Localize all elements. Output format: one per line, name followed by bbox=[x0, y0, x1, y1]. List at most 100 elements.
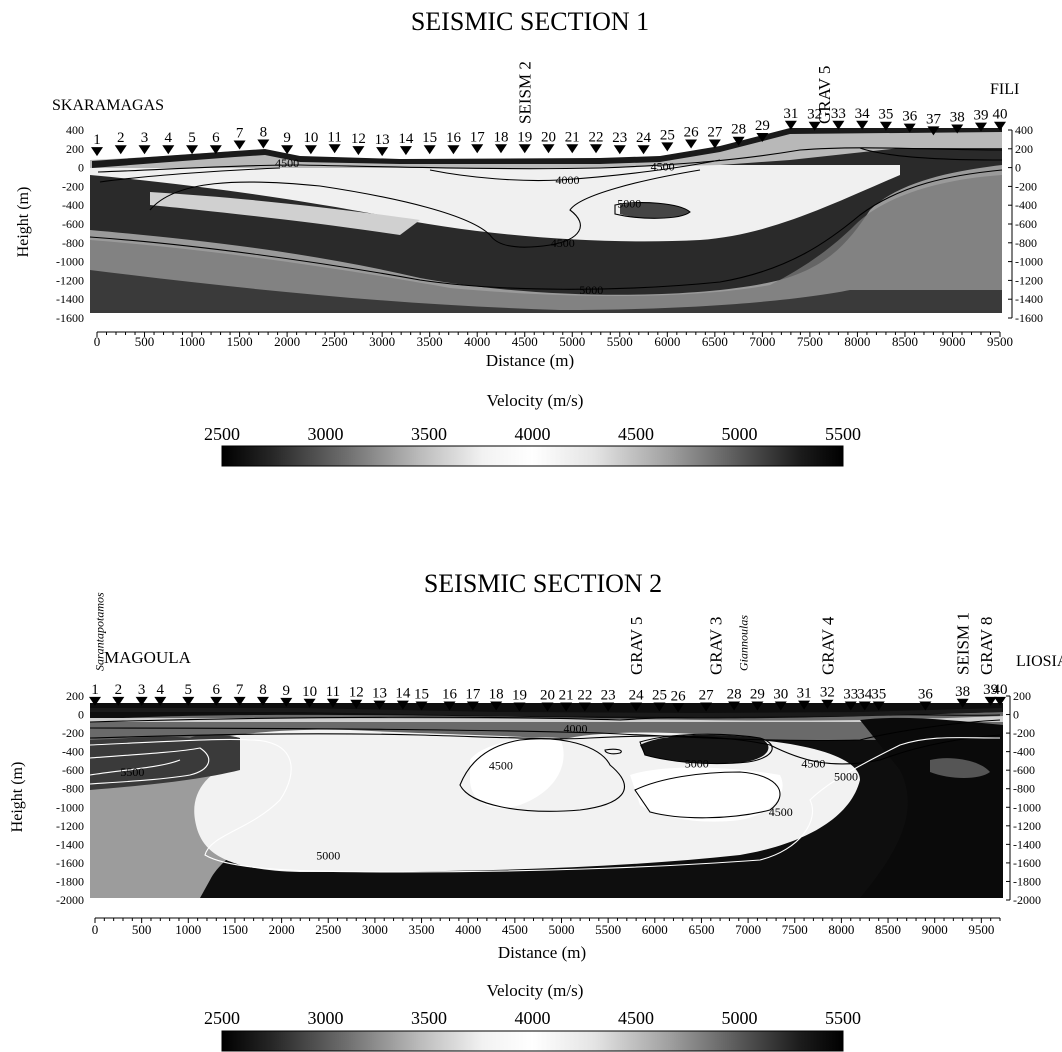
section-2-river-labels: Sarantapotamos Giannoulas bbox=[93, 592, 751, 671]
y-tick-label-right: -800 bbox=[1013, 782, 1035, 796]
y-tick-label-right: -1600 bbox=[1015, 311, 1043, 325]
station-marker bbox=[798, 700, 811, 710]
y-tick-label-left: -800 bbox=[62, 782, 84, 796]
y-tick-label-right: -1200 bbox=[1013, 819, 1041, 833]
station-marker bbox=[984, 696, 997, 706]
x-tick-label: 9500 bbox=[987, 334, 1013, 349]
y-tick-label-left: -2000 bbox=[56, 893, 84, 907]
station-marker bbox=[350, 699, 363, 709]
contour-label: 5500 bbox=[120, 765, 144, 779]
contour-label: 5000 bbox=[834, 770, 858, 784]
station-label: 39 bbox=[983, 682, 998, 698]
colorbar-tick-label: 3500 bbox=[411, 1008, 447, 1028]
station-label: 25 bbox=[652, 687, 667, 703]
x-tick-label: 3000 bbox=[362, 922, 388, 937]
y-tick-label-right: -800 bbox=[1015, 236, 1037, 250]
station-label: 2 bbox=[115, 682, 123, 698]
y-tick-label-right: 200 bbox=[1013, 689, 1031, 703]
section-2-xlabel: Distance (m) bbox=[498, 943, 586, 962]
section-1-markers: SEISM 2 GRAV 5 bbox=[516, 61, 834, 124]
x-tick-label: 4000 bbox=[464, 334, 490, 349]
y-tick-label-right: -600 bbox=[1015, 217, 1037, 231]
station-label: 35 bbox=[871, 687, 886, 703]
station-marker bbox=[518, 144, 531, 154]
station-label: 22 bbox=[577, 687, 592, 703]
colorbar-tick-label: 4000 bbox=[515, 1008, 551, 1028]
y-tick-label-left: -1600 bbox=[56, 856, 84, 870]
station-label: 35 bbox=[878, 107, 893, 123]
station-label: 40 bbox=[993, 107, 1008, 123]
x-tick-label: 4500 bbox=[512, 334, 538, 349]
station-label: 19 bbox=[512, 687, 527, 703]
x-tick-label: 500 bbox=[135, 334, 155, 349]
station-label: 20 bbox=[541, 129, 556, 145]
station-label: 10 bbox=[303, 130, 318, 146]
contour-label: 5000 bbox=[617, 196, 641, 210]
contour-label: 4500 bbox=[489, 759, 513, 773]
x-tick-label: 2000 bbox=[274, 334, 300, 349]
contour-label: 5000 bbox=[579, 283, 603, 297]
station-label: 11 bbox=[327, 129, 341, 145]
station-marker bbox=[513, 702, 526, 712]
station-label: 18 bbox=[489, 687, 504, 703]
station-label: 31 bbox=[797, 686, 812, 702]
marker-label: SEISM 2 bbox=[516, 61, 535, 124]
station-label: 7 bbox=[236, 126, 244, 142]
station-marker bbox=[154, 696, 167, 706]
station-marker bbox=[821, 699, 834, 709]
section-1-colorbar-label: Velocity (m/s) bbox=[487, 391, 584, 410]
section-2-title: SEISMIC SECTION 2 bbox=[424, 569, 662, 598]
y-tick-label-left: -200 bbox=[62, 179, 84, 193]
river-label: Sarantapotamos bbox=[93, 592, 107, 671]
station-marker bbox=[602, 702, 615, 712]
section-2-x-axis: 0 500 1000 1500 2000 2500 3000 3500 4000 4500 5000… bbox=[92, 917, 1001, 937]
section-1-x-axis: 0 500 1000 1500 2000 2500 3000 3500 4000 4500 5000… bbox=[94, 331, 1013, 349]
station-label: 14 bbox=[395, 686, 411, 702]
station-marker bbox=[879, 121, 892, 131]
station-marker bbox=[751, 701, 764, 711]
section-2-left-label: MAGOULA bbox=[104, 648, 192, 667]
x-tick-label: 9000 bbox=[922, 922, 948, 937]
station-marker bbox=[774, 701, 787, 711]
station-label: 8 bbox=[260, 125, 268, 141]
station-marker bbox=[471, 144, 484, 154]
station-marker bbox=[233, 140, 246, 150]
y-tick-label-right: -1200 bbox=[1015, 273, 1043, 287]
marker-label: GRAV 5 bbox=[815, 66, 834, 124]
x-tick-label: 7500 bbox=[782, 922, 808, 937]
y-tick-label-left: -1000 bbox=[56, 800, 84, 814]
station-label: 32 bbox=[820, 685, 835, 701]
station-marker bbox=[708, 139, 721, 149]
station-marker bbox=[210, 696, 223, 706]
station-label: 32 bbox=[807, 107, 822, 123]
x-tick-label: 8500 bbox=[875, 922, 901, 937]
station-label: 28 bbox=[731, 122, 746, 138]
colorbar-tick-label: 4000 bbox=[515, 424, 551, 444]
station-label: 9 bbox=[283, 683, 291, 699]
section-1-topography-band bbox=[92, 128, 1002, 168]
y-tick-label-left: -1400 bbox=[56, 292, 84, 306]
station-marker bbox=[490, 701, 503, 711]
station-label: 24 bbox=[629, 687, 645, 703]
contour-label: 4500 bbox=[801, 757, 825, 771]
station-marker bbox=[672, 703, 685, 713]
y-tick-label-left: -600 bbox=[62, 217, 84, 231]
y-tick-label-left: 400 bbox=[66, 123, 84, 137]
y-tick-label-right: -400 bbox=[1015, 198, 1037, 212]
x-tick-label: 6500 bbox=[688, 922, 714, 937]
contour-label: 4000 bbox=[556, 173, 580, 187]
station-marker bbox=[637, 145, 650, 155]
section-1-left-label: SKARAMAGAS bbox=[52, 97, 164, 114]
station-marker bbox=[135, 696, 148, 706]
y-tick-label-left: -400 bbox=[62, 198, 84, 212]
station-marker bbox=[784, 120, 797, 130]
station-label: 13 bbox=[372, 686, 387, 702]
station-marker bbox=[89, 696, 101, 706]
y-tick-label-right: -400 bbox=[1013, 745, 1035, 759]
station-marker bbox=[560, 702, 573, 712]
station-label: 6 bbox=[213, 682, 221, 698]
station-label: 36 bbox=[918, 687, 934, 703]
station-marker bbox=[566, 144, 579, 154]
station-marker bbox=[138, 145, 151, 155]
station-marker bbox=[808, 121, 821, 131]
